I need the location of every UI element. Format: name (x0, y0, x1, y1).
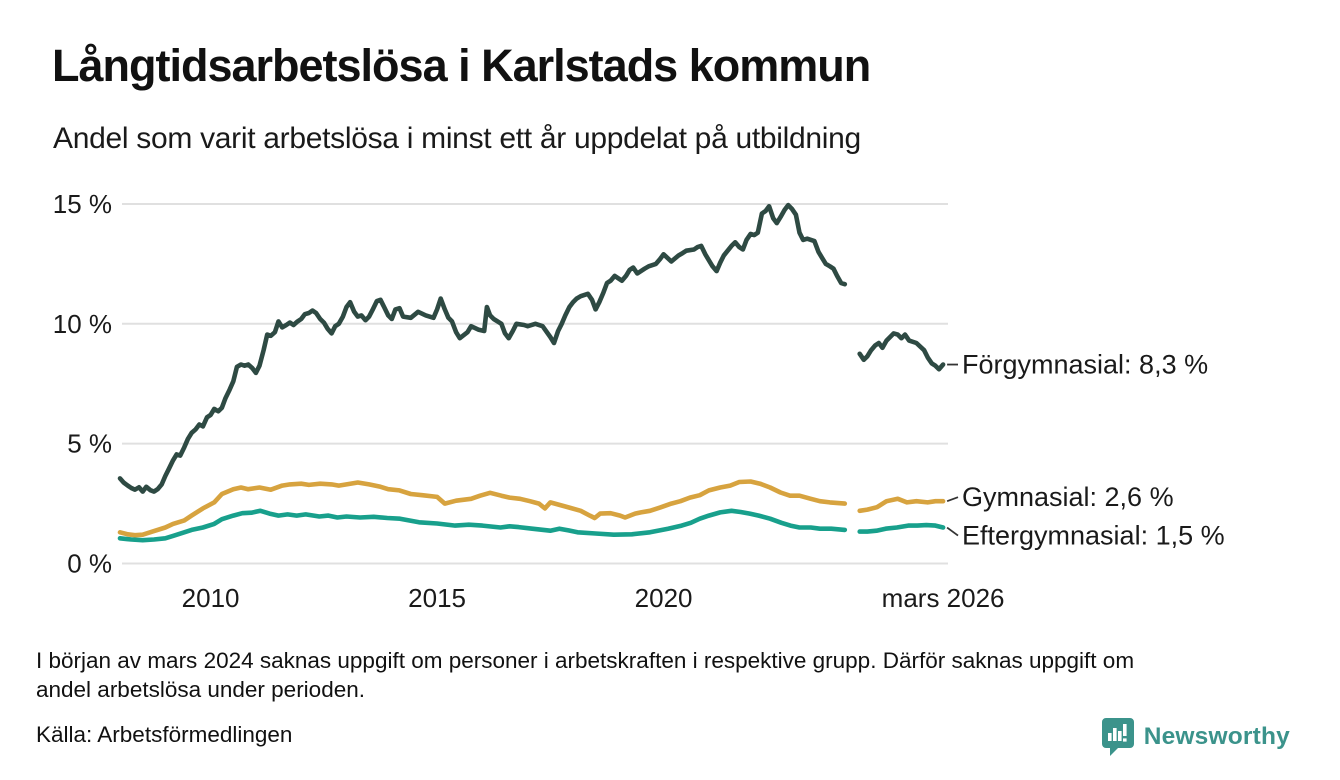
line-chart: 0 % 5 % 10 % 15 % 2010 2015 2020 mars 2026 Förgy… (53, 189, 1225, 613)
y-tick-label: 15 % (53, 189, 112, 219)
x-tick-label: 2015 (408, 583, 466, 613)
newsworthy-chart-bubble-icon (1101, 718, 1134, 756)
y-tick-label: 0 % (67, 549, 112, 579)
series-end-label-eftergymnasial: Eftergymnasial: 1,5 % (962, 521, 1225, 551)
x-tick-label: 2020 (635, 583, 693, 613)
footnote: I början av mars 2024 saknas uppgift om … (36, 646, 1306, 704)
footnote-line-2: andel arbetslösa under perioden. (36, 677, 365, 702)
series-line-forgymnasial (857, 331, 946, 372)
page-title: Långtidsarbetslösa i Karlstads kommun (52, 40, 871, 91)
x-tick-label: mars 2026 (882, 583, 1005, 613)
newsworthy-wordmark: Newsworthy (1143, 723, 1290, 750)
source-label: Källa: Arbetsförmedlingen (36, 722, 293, 747)
x-tick-label: 2010 (182, 583, 240, 613)
footnote-line-1: I början av mars 2024 saknas uppgift om … (36, 648, 1135, 673)
series-line-gymnasial (117, 479, 848, 538)
series-label-connector (946, 496, 959, 503)
y-tick-label: 5 % (67, 429, 112, 459)
page-subtitle: Andel som varit arbetslösa i minst ett å… (53, 122, 861, 155)
y-tick-label: 10 % (53, 309, 112, 339)
series-end-label-forgymnasial: Förgymnasial: 8,3 % (962, 350, 1208, 380)
series-line-eftergymnasial (117, 508, 848, 543)
series-line-forgymnasial (117, 202, 848, 494)
series-end-label-gymnasial: Gymnasial: 2,6 % (962, 482, 1174, 512)
series-line-gymnasial (857, 496, 946, 514)
series-label-connector (946, 526, 959, 537)
newsworthy-logo: Newsworthy (1101, 716, 1290, 758)
series-line-eftergymnasial (857, 522, 946, 534)
